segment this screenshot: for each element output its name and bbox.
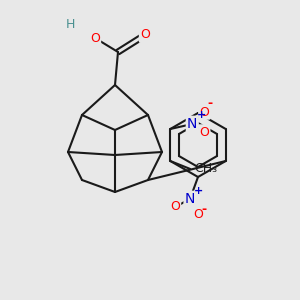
Text: O: O xyxy=(90,32,100,44)
Text: O: O xyxy=(193,208,203,220)
Text: O: O xyxy=(140,28,150,41)
Text: O: O xyxy=(199,106,209,118)
Text: CH₃: CH₃ xyxy=(194,163,218,176)
Text: O: O xyxy=(170,200,180,214)
Text: O: O xyxy=(199,125,209,139)
Text: N: N xyxy=(187,117,197,131)
Text: -: - xyxy=(207,97,212,110)
Text: +: + xyxy=(197,110,206,120)
Text: N: N xyxy=(185,192,195,206)
Text: +: + xyxy=(194,186,203,196)
Text: H: H xyxy=(65,19,75,32)
Text: -: - xyxy=(201,203,206,216)
